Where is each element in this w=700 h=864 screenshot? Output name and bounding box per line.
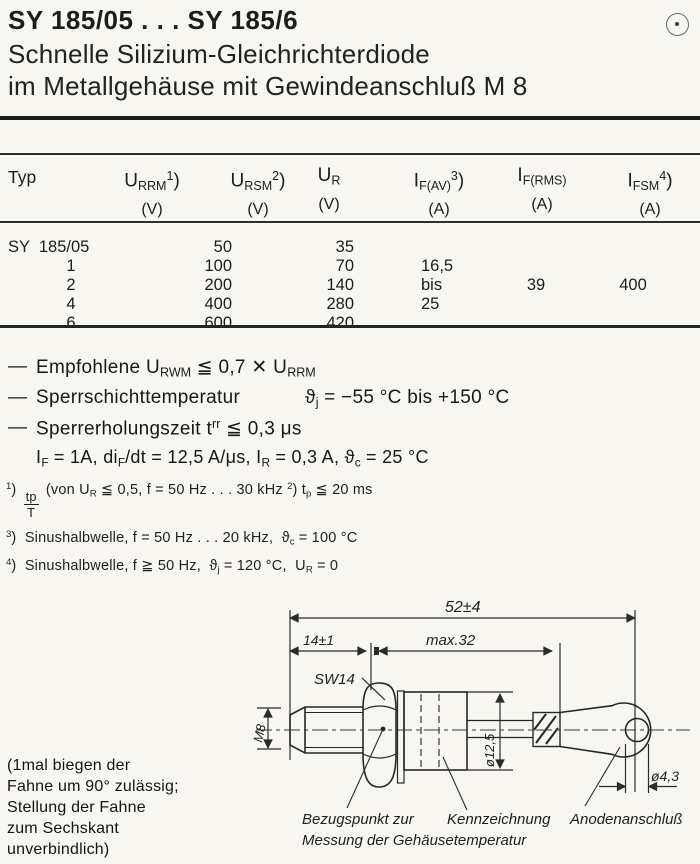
header-unit: (A) [639,200,661,218]
cell-ur: 420 [326,314,354,332]
table-header-ur: UR (V) [269,165,389,214]
flag-bend-note: (1mal biegen der Fahne um 90° zulässig; … [7,755,179,860]
cell-typ: SY 185/05 [8,238,90,256]
header-unit: (V) [247,200,269,218]
header-unit: (A) [428,200,450,218]
cell-ifav: bis [421,276,443,294]
flag-bend-note-line: zum Sechskant [7,820,119,837]
cell-typ: 2 [66,276,76,294]
table-row: SY 185/05 50 35 [0,238,700,257]
registration-dot-icon [675,22,679,26]
cell-ur: 35 [335,238,354,256]
cell-ur: 140 [326,276,354,294]
cell-urrm: 600 [204,314,232,332]
cell-urrm: 400 [204,295,232,313]
header-symbol: IFSM4) [627,169,673,193]
leader-lines [346,726,621,811]
dimension-lines [257,610,677,793]
table-header-ursm: URSM2) (V) [198,165,318,219]
note-dash: — [8,417,28,438]
header-symbol: UR [317,165,341,188]
drawing-dimension-labels: 52±4 14±1 max.32 SW14 M8 ø12,5 ø4,3 [250,599,679,784]
table-row: 4 400 280 25 [0,295,700,314]
subtitle-line-2: im Metallgehäuse mit Gewindeanschluß M 8 [8,71,528,101]
footnote-3: 3) Sinushalbwelle, f = 50 Hz . . . 20 kH… [6,529,358,548]
label-wrench-size: SW14 [314,671,355,688]
footnote-4: 4) Sinushalbwelle, f ≧ 50 Hz, ϑj = 120 °… [6,557,339,576]
cell-typ: 4 [66,295,76,313]
flag-bend-note-line: Stellung der Fahne [7,799,146,816]
dimension-drawing: 52±4 14±1 max.32 SW14 M8 ø12,5 ø4,3 [250,599,690,811]
dim-label-body-length: max.32 [426,632,476,649]
header-unit: (A) [531,195,553,213]
footnote-1: 1) tp T (von UR ≦ 0,5, f = 50 Hz . . . 30… [6,481,373,521]
dia-label-body: ø12,5 [482,733,497,767]
cell-typ: 1 [66,257,76,275]
subtitle-line-1: Schnelle Silizium-Gleichrichterdiode [8,39,430,69]
table-rule-bottom [0,325,700,328]
page-title: SY 185/05 . . . SY 185/6 [8,5,299,35]
label-kennzeichnung: Kennzeichnung [447,811,551,828]
header-symbol: IF(AV)3) [413,169,465,193]
table-row: 1 100 70 16,5 [0,257,700,276]
cell-ur: 70 [335,257,354,275]
cell-ifsm: 400 [619,276,647,294]
cell-urrm: 50 [213,238,232,256]
flag-bend-note-line: unverbindlich) [7,841,110,858]
cell-ur: 280 [326,295,354,313]
diode-outline [289,682,652,788]
header-symbol: IF(RMS) [517,165,567,188]
cell-urrm: 100 [204,257,232,275]
label-bezugspunkt-line-2: Messung der Gehäusetemperatur [302,832,527,849]
cell-ifav: 25 [421,295,440,313]
table-row: 6 600 420 [0,314,700,333]
flag-bend-note-line: Fahne um 90° zulässig; [7,778,179,795]
label-bezugspunkt-line-1: Bezugspunkt zur [302,811,414,828]
table-header-ifsm: IFSM4) (A) [590,165,700,219]
dim-label-overall: 52±4 [445,599,481,616]
header-unit: (V) [318,195,340,213]
label-thread: M8 [250,722,269,744]
cell-ifrms: 39 [526,276,546,294]
header-symbol: URSM2) [230,169,286,193]
flag-bend-note-line: (1mal biegen der [7,757,131,774]
header-divider [0,116,700,120]
header-unit: (V) [141,200,163,218]
dia-label-hole: ø4,3 [651,768,679,784]
table-row: 2 200 140 bis 39 400 [0,276,700,295]
cell-ifav: 16,5 [421,257,454,275]
label-anodenanschluss: Anodenanschluß [570,811,683,828]
table-header-ifav: IF(AV)3) (A) [379,165,499,219]
note-dash: — [8,387,28,408]
table-rule-top [0,153,700,155]
table-header-ifrms: IF(RMS) (A) [482,165,602,214]
cell-urrm: 200 [204,276,232,294]
header-symbol: URRM1) [124,169,180,193]
cell-typ: 6 [66,314,76,332]
dim-label-stud: 14±1 [303,632,334,648]
table-header-urrm: URRM1) (V) [92,165,212,219]
registration-mark-icon [666,13,689,36]
note-dash: — [8,356,28,377]
table-header-typ: Typ [8,167,37,187]
table-rule-header [0,221,700,223]
